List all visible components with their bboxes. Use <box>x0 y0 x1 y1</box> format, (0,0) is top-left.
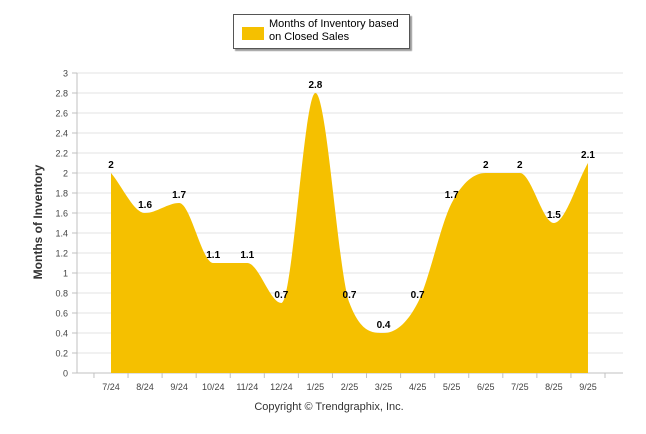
data-label: 1.7 <box>172 190 186 201</box>
area-series <box>110 92 589 373</box>
x-tick-label: 12/24 <box>270 382 293 392</box>
x-tick-label: 9/25 <box>579 382 597 392</box>
axes: 0 0.2 0.4 0.6 0.8 1 1.2 1.4 1.6 1.8 2 2.2 2.4 2.6 2.8 3… <box>55 69 606 392</box>
y-tick-label: 2.6 <box>55 109 68 119</box>
data-label: 2 <box>108 160 114 171</box>
data-label: 2 <box>517 160 523 171</box>
y-tick-label: 2.4 <box>55 129 68 139</box>
y-tick-label: 2 <box>63 169 68 179</box>
legend-label-line-1: Months of Inventory based <box>269 18 399 30</box>
legend-label-line-2: on Closed Sales <box>269 31 350 43</box>
data-label: 2.8 <box>308 80 322 91</box>
area-fill <box>111 93 588 373</box>
y-axis-title: Months of Inventory <box>31 164 45 280</box>
data-label: 1.5 <box>547 210 561 221</box>
x-tick-label: 4/25 <box>409 382 427 392</box>
x-tick-label: 8/25 <box>545 382 563 392</box>
x-tick-label: 11/24 <box>236 382 258 392</box>
y-tick-label: 3 <box>63 69 68 79</box>
y-tick-label: 1.4 <box>55 229 68 239</box>
x-tick-label: 2/25 <box>341 382 359 392</box>
y-tick-label: 2.8 <box>55 89 68 99</box>
data-label: 2 <box>483 160 489 171</box>
y-tick-label: 0.8 <box>55 289 68 299</box>
data-label: 0.4 <box>377 320 391 331</box>
x-tick-label: 1/25 <box>307 382 325 392</box>
data-label: 1.7 <box>445 190 459 201</box>
x-tick-label: 10/24 <box>202 382 225 392</box>
y-tick-label: 1.6 <box>55 209 68 219</box>
data-label: 2.1 <box>581 150 595 161</box>
y-tick-label: 1 <box>63 269 68 279</box>
x-tick-label: 9/24 <box>170 382 188 392</box>
data-label: 1.1 <box>206 250 220 261</box>
y-tick-label: 2.2 <box>55 149 68 159</box>
data-labels: 2 1.6 1.7 1.1 1.1 0.7 2.8 0.7 0.4 0.7 1.7 2 2 1.5 2.1 <box>108 80 595 331</box>
data-label: 0.7 <box>343 290 357 301</box>
data-label: 0.7 <box>274 290 288 301</box>
x-tick-label: 6/25 <box>477 382 495 392</box>
x-tick-label: 3/25 <box>375 382 393 392</box>
y-tick-label: 1.8 <box>55 189 68 199</box>
data-label: 0.7 <box>411 290 425 301</box>
y-tick-label: 0.2 <box>55 349 68 359</box>
legend: Months of Inventory based on Closed Sale… <box>233 14 410 49</box>
data-label: 1.1 <box>240 250 254 261</box>
legend-swatch <box>242 27 264 40</box>
y-tick-label: 0.6 <box>55 309 68 319</box>
copyright-footer: Copyright © Trendgraphix, Inc. <box>254 401 404 413</box>
x-tick-label: 5/25 <box>443 382 461 392</box>
y-tick-label: 0.4 <box>55 329 68 339</box>
x-tick-label: 7/25 <box>511 382 529 392</box>
data-label: 1.6 <box>138 200 152 211</box>
x-tick-label: 7/24 <box>102 382 120 392</box>
x-tick-label: 8/24 <box>136 382 154 392</box>
y-tick-label: 1.2 <box>55 249 68 259</box>
legend-label: Months of Inventory based on Closed Sale… <box>269 18 409 44</box>
y-tick-label: 0 <box>63 369 68 379</box>
